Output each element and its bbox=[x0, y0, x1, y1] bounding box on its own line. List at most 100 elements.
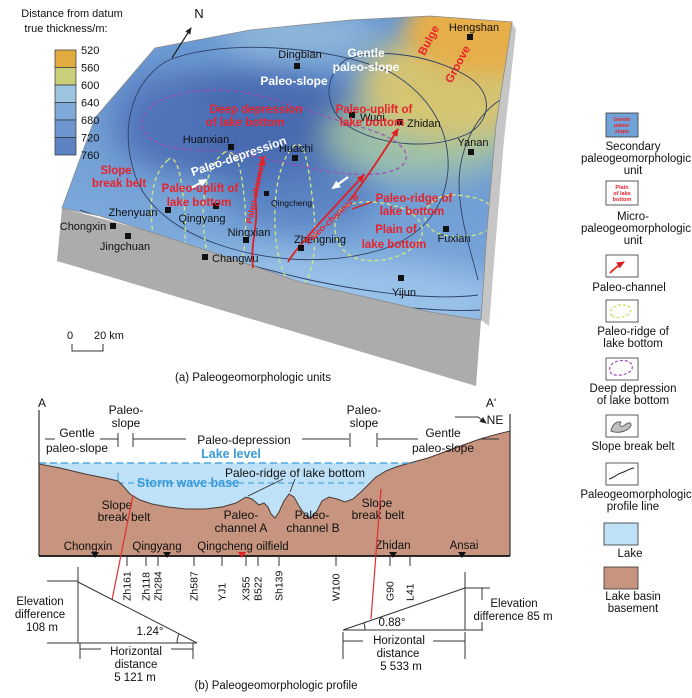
slope-break-right-2: break belt bbox=[352, 508, 405, 522]
basement-front-face bbox=[57, 208, 481, 386]
colorbar-seg-680 bbox=[54, 119, 77, 138]
label-plain-1: Plain of bbox=[375, 224, 417, 236]
map-3d-block: Dingbian Hengshan Wuqi Zhidan Yanan Huan… bbox=[57, 6, 516, 386]
gentle-right-2: paleo-slope bbox=[412, 441, 474, 455]
label-uplift-west-1: Paleo-uplift of bbox=[162, 183, 239, 195]
label-uplift-east-1: Paleo-uplift of bbox=[336, 104, 413, 116]
town-fuxian: Fuxian bbox=[437, 233, 470, 245]
basement-side-face bbox=[481, 22, 516, 326]
right-horiz-1: Horizontal bbox=[373, 635, 425, 647]
paleo-channel-b-branch-arrow bbox=[349, 128, 399, 201]
town-wuqi: Wuqi bbox=[360, 112, 385, 124]
left-elev-2: difference bbox=[15, 609, 65, 621]
well-zh118: Zh118 bbox=[141, 572, 153, 601]
scale-distance: 20 km bbox=[94, 330, 124, 342]
scale-zero: 0 bbox=[67, 330, 73, 342]
legend-basement-1: Lake basin bbox=[605, 591, 661, 603]
well-l41: L41 bbox=[405, 583, 417, 601]
legend-basement-2: basement bbox=[608, 603, 659, 615]
tick-640: 640 bbox=[81, 98, 99, 110]
right-angle: 0.88° bbox=[379, 617, 406, 629]
colorbar-title-1: Distance from datum bbox=[21, 8, 122, 20]
town-ningxian: Ningxian bbox=[228, 227, 271, 239]
town-hengshan: Hengshan bbox=[449, 22, 499, 34]
tick-760: 760 bbox=[81, 150, 99, 162]
label-uplift-east-2: lake bottom bbox=[340, 117, 405, 129]
profile-panel: A A' NE Gentle paleo-slope Paleo- slope … bbox=[15, 396, 553, 692]
legend-micro-3: unit bbox=[624, 235, 643, 247]
legend-deep-1: Deep depression bbox=[590, 383, 677, 395]
slope-break-right-1: Slope bbox=[362, 496, 393, 510]
ptown-qingyang: Qingyang bbox=[132, 541, 181, 553]
profile-a-prime: A' bbox=[486, 396, 496, 410]
tick-600: 600 bbox=[81, 80, 99, 92]
legend-ridge-1: Paleo-ridge of bbox=[597, 326, 669, 338]
town-dingbian: Dingbian bbox=[278, 49, 321, 61]
colorbar-seg-520 bbox=[54, 49, 77, 68]
well-zh284: Zh284 bbox=[153, 571, 165, 601]
profile-ne: NE bbox=[487, 413, 504, 427]
town-qingcheng: Qingcheng bbox=[271, 198, 312, 208]
legend-secondary-3: unit bbox=[624, 165, 643, 177]
well-ticks bbox=[126, 556, 411, 566]
legend-secondary-swatch-text-1: Gentle bbox=[613, 117, 630, 123]
colorbar-seg-720 bbox=[54, 137, 77, 156]
label-paleo-ridge-1: Paleo-ridge of bbox=[376, 193, 453, 205]
right-slope-triangle bbox=[342, 572, 490, 659]
label-deep-depression-2: of lake bottom bbox=[206, 117, 285, 129]
town-qingyang: Qingyang bbox=[178, 213, 225, 225]
label-deep-depression-1: Deep depression bbox=[210, 104, 303, 116]
label-uplift-west-2: lake bottom bbox=[167, 197, 232, 209]
left-horiz-2: distance bbox=[115, 659, 158, 671]
pslope-right-1: Paleo- bbox=[347, 403, 382, 417]
colorbar: Distance from datum true thickness/m: 52… bbox=[21, 8, 122, 162]
right-horiz-3: 5 533 m bbox=[380, 661, 422, 673]
basin-basement bbox=[39, 431, 510, 556]
legend-secondary-1: Secondary bbox=[606, 141, 661, 153]
pslope-right-2: slope bbox=[350, 416, 379, 430]
paleo-channel-arrows bbox=[251, 128, 399, 269]
legend-lake-swatch bbox=[603, 522, 639, 546]
connector-left bbox=[111, 494, 134, 601]
legend-deep-2: of lake bottom bbox=[597, 395, 669, 407]
slope-break-left-1: Slope bbox=[102, 498, 133, 512]
legend-micro-2: paleogeomorphologic bbox=[581, 223, 691, 235]
gentle-left-1: Gentle bbox=[59, 426, 95, 440]
legend-channel-box bbox=[605, 254, 639, 278]
left-horiz-3: 5 121 m bbox=[114, 672, 156, 684]
label-gentle-paleo-slope-1: Gentle bbox=[347, 46, 385, 60]
unit-bracket-lines bbox=[45, 433, 499, 447]
ptown-ansai: Ansai bbox=[450, 540, 479, 552]
profile-a: A bbox=[38, 396, 46, 410]
town-yijun: Yijun bbox=[392, 287, 416, 299]
town-zhenyuan: Zhenyuan bbox=[109, 207, 158, 219]
well-w100: W100 bbox=[331, 573, 343, 601]
legend-slope-label: Slope break belt bbox=[591, 441, 675, 453]
channel-a-label-1: Paleo- bbox=[224, 508, 259, 522]
right-horiz-2: distance bbox=[377, 648, 420, 660]
ridge-profile-label: Paleo-ridge of lake bottom bbox=[225, 466, 365, 480]
oilfield-triangle bbox=[238, 552, 246, 558]
right-elev-1: Elevation bbox=[490, 598, 537, 610]
well-labels: Zh161 Zh118 Zh284 Zh587 YJ1 X355 B522 Sh… bbox=[122, 570, 417, 601]
north-label: N bbox=[194, 6, 203, 21]
surface-outline bbox=[61, 15, 513, 321]
profile-line-icon bbox=[608, 467, 635, 480]
slope-break-icon bbox=[610, 421, 632, 433]
legend-basement-swatch bbox=[603, 566, 639, 590]
deep-depression-icon bbox=[608, 359, 633, 376]
gentle-right-1: Gentle bbox=[425, 426, 461, 440]
right-elev-2: difference 85 m bbox=[473, 611, 552, 623]
gentle-left-2: paleo-slope bbox=[46, 441, 108, 455]
colorbar-seg-600 bbox=[54, 84, 77, 103]
legend-micro-swatch-text-3: bottom bbox=[613, 197, 632, 203]
left-angle: 1.24° bbox=[137, 626, 164, 638]
scale-bar: 0 20 km bbox=[67, 330, 124, 352]
legend-channel-label: Paleo-channel bbox=[592, 282, 666, 294]
legend-micro-swatch-text-2: of lake bbox=[613, 191, 630, 197]
paleo-channel-a-arrow bbox=[251, 157, 266, 269]
colorbar-seg-560 bbox=[54, 67, 77, 86]
caption-a: (a) Paleogeomorphologic units bbox=[175, 372, 331, 384]
